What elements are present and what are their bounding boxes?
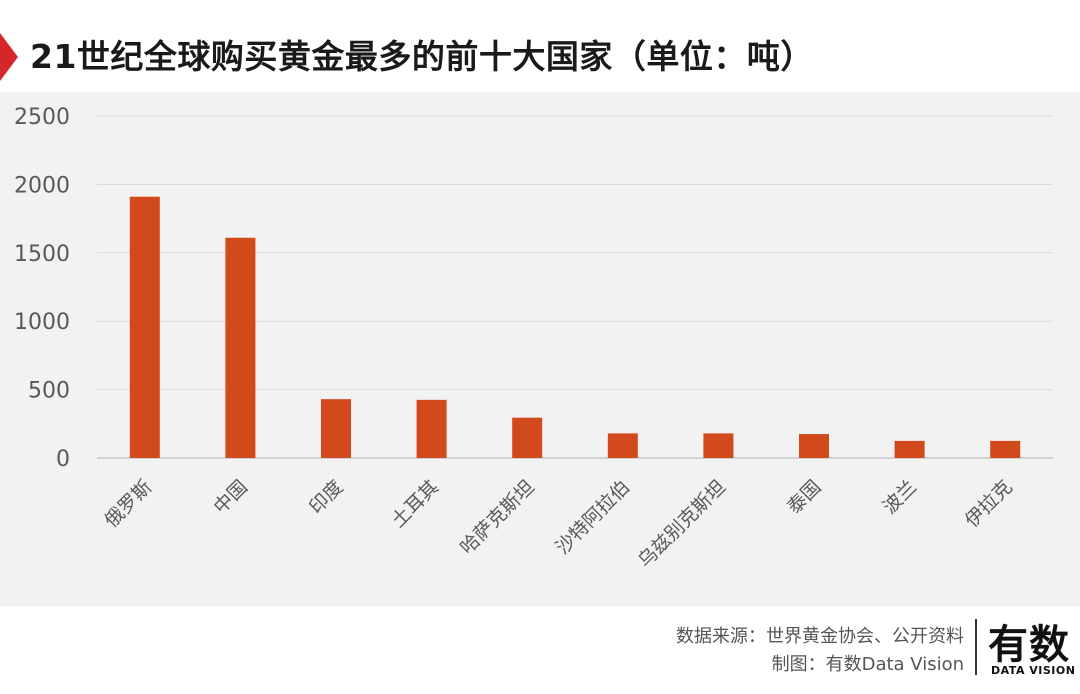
x-tick-label: 沙特阿拉伯 (552, 476, 635, 559)
bars (129, 196, 1021, 458)
x-tick-label: 伊拉克 (961, 476, 1017, 532)
bar (607, 433, 638, 458)
bar (512, 417, 543, 458)
gridlines (97, 115, 1053, 459)
bar (225, 237, 256, 458)
y-tick-label: 0 (56, 447, 70, 472)
x-tick-label: 波兰 (879, 476, 921, 518)
y-tick-label: 500 (28, 379, 70, 404)
brand-logo-text: 有数 (988, 622, 1070, 668)
bar (799, 434, 829, 458)
y-tick-label: 2000 (14, 173, 70, 198)
x-tick-label: 泰国 (783, 476, 825, 518)
bar (321, 399, 351, 458)
footer-divider (975, 619, 977, 675)
y-axis-ticks: 0 500 1000 1500 2000 2500 (14, 105, 70, 472)
source-note: 数据来源：世界黄金协会、公开资料 (676, 626, 964, 647)
bar (129, 196, 160, 458)
y-tick-label: 1000 (14, 310, 70, 335)
bar (703, 433, 734, 458)
bar (990, 440, 1021, 458)
maker-note: 制图：有数Data Vision (771, 654, 964, 675)
chart-title: 21世纪全球购买黄金最多的前十大国家（单位：吨） (30, 37, 814, 76)
x-tick-label: 乌兹别克斯坦 (634, 476, 730, 572)
brand-logo-subtext: DATA VISION (991, 664, 1076, 677)
y-tick-label: 1500 (14, 242, 70, 267)
plot-background (0, 92, 1080, 606)
x-axis-ticks: 俄罗斯 中国 印度 土耳其 哈萨克斯坦 沙特阿拉伯 乌兹别克斯坦 泰国 波兰 伊拉克 (100, 476, 1016, 572)
bar (416, 399, 447, 458)
x-tick-label: 中国 (209, 476, 251, 518)
x-tick-label: 俄罗斯 (100, 476, 156, 532)
bar-chart: 0 500 1000 1500 2000 2500 俄罗斯 中国 印度 土耳其 哈萨克斯坦 沙特阿拉… (14, 105, 1053, 572)
title-accent-mark (0, 33, 18, 81)
header: 21世纪全球购买黄金最多的前十大国家（单位：吨） (0, 0, 1080, 92)
x-tick-label: 印度 (305, 476, 347, 518)
x-tick-label: 土耳其 (387, 476, 443, 532)
x-tick-label: 哈萨克斯坦 (456, 476, 539, 559)
y-tick-label: 2500 (14, 105, 70, 130)
bar (894, 440, 925, 458)
